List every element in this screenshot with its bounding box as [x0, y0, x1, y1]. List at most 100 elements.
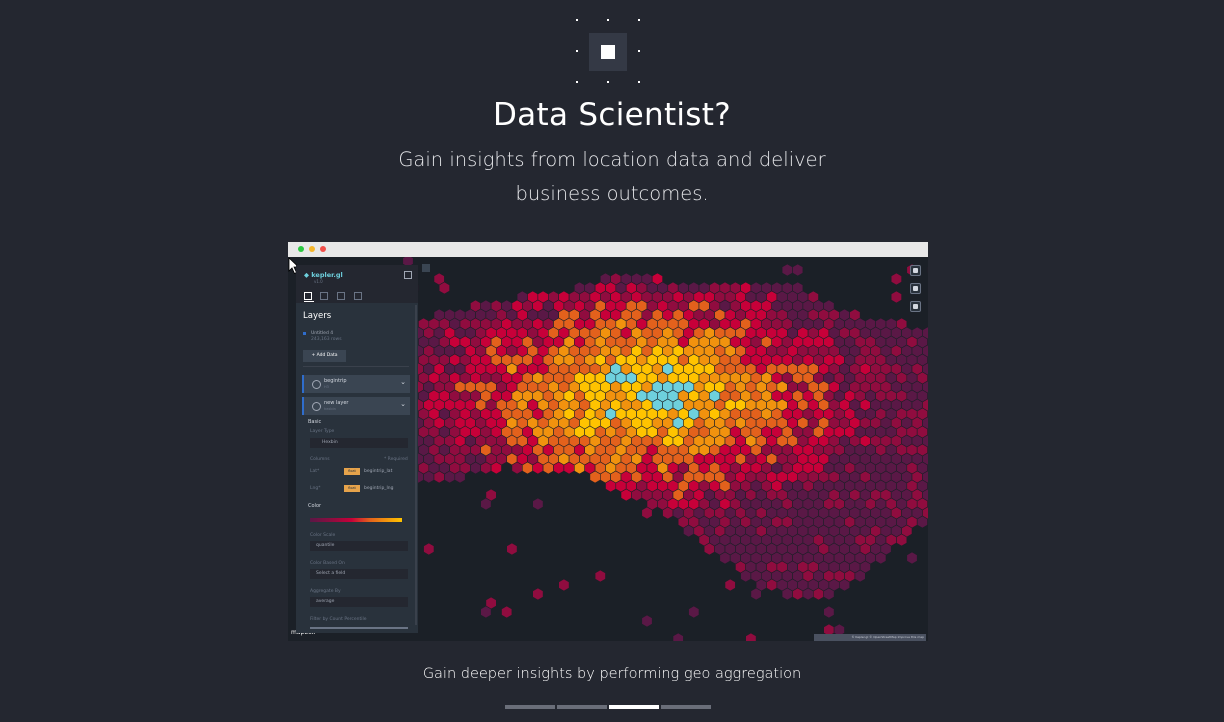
color-based-on-label: Color Based On	[310, 561, 345, 566]
hexbin-cell	[573, 461, 586, 475]
hexbin-cell	[558, 578, 570, 592]
hexbin-cell	[823, 605, 835, 619]
hexbin-cell	[605, 479, 617, 493]
split-map-button[interactable]	[910, 301, 921, 312]
basic-section-label[interactable]: Basic	[308, 419, 322, 425]
dataset-rows: 243,163 rows	[311, 337, 342, 342]
maximize-dot-icon	[320, 246, 326, 252]
hexbin-cell	[740, 569, 752, 583]
pager-dot-4[interactable]	[661, 705, 711, 709]
hexbin-cell	[641, 614, 653, 628]
hexbin-cell	[511, 461, 523, 475]
color-based-on-select[interactable]: Select a field	[310, 569, 408, 579]
hexbin-cell	[620, 488, 632, 502]
hexbin-cell	[402, 257, 414, 268]
hexbin-cell	[833, 623, 845, 637]
3d-view-button[interactable]	[910, 283, 921, 294]
hexbin-cell	[553, 461, 565, 475]
lat-label: Lat*	[310, 469, 320, 474]
hexbin-cell	[490, 461, 502, 475]
hexbin-cell	[672, 632, 684, 641]
layer-card[interactable]: new layer hexbin ⌄	[302, 397, 410, 415]
hexbin-cell	[631, 488, 643, 502]
hero-subtitle: Gain insights from location data and del…	[398, 148, 826, 205]
add-data-button[interactable]: + Add Data	[303, 350, 346, 362]
layer-name: new layer	[324, 400, 349, 406]
tab-interactions[interactable]	[337, 292, 345, 300]
tab-layers[interactable]	[304, 292, 312, 300]
hexbin-cell	[766, 578, 778, 592]
kepler-logo: ◆ kepler.gl	[304, 271, 343, 279]
panel-title: Layers	[303, 311, 332, 321]
hexbin-cell	[838, 578, 851, 592]
minimize-dot-icon	[309, 246, 315, 252]
hexbin-cell	[423, 542, 435, 556]
side-panel: ◆ kepler.gl v1.0 Layers Untitled 4 243,1…	[296, 265, 418, 633]
hexbin-cell	[438, 281, 450, 295]
hexbin-cell	[703, 542, 715, 556]
eye-icon[interactable]	[312, 402, 321, 411]
lat-field-value[interactable]: begintrip_lat	[364, 469, 393, 474]
panel-scrollbar[interactable]	[415, 305, 417, 625]
hexbin-cell	[683, 524, 695, 538]
share-icon[interactable]	[404, 271, 412, 279]
hexbin-cell	[688, 605, 700, 619]
chevron-down-icon[interactable]: ⌄	[400, 378, 406, 386]
square-dots-icon	[573, 17, 643, 87]
active-tab-indicator	[304, 301, 314, 302]
hexbin-cell	[594, 569, 606, 583]
collapse-panel-button[interactable]	[422, 264, 430, 272]
window-title-bar	[288, 242, 928, 257]
hexbin-cell	[480, 497, 492, 511]
hexbin-cell	[875, 551, 887, 565]
tab-filters[interactable]	[320, 292, 328, 300]
hexbin-cell	[890, 290, 902, 304]
hexbin-cell	[589, 470, 601, 484]
lng-field-value[interactable]: begintrip_lng	[364, 486, 394, 491]
hexbin-cell	[506, 542, 518, 556]
hexbin-cell	[522, 461, 533, 475]
panel-header: ◆ kepler.gl v1.0	[296, 265, 418, 303]
app-version: v1.0	[314, 279, 323, 284]
map-attribution[interactable]: © Kepler.gl © OpenStreetMap Improve this…	[814, 634, 926, 641]
hexbin-cell	[662, 506, 674, 520]
hexbin-cell	[792, 587, 804, 601]
color-section-label[interactable]: Color	[308, 503, 322, 509]
carousel-pagination	[505, 705, 715, 709]
color-scale-label: Color Scale	[310, 533, 336, 538]
layer-type-value: Hexbin	[322, 440, 338, 445]
layer-type-select[interactable]: Hexbin	[310, 438, 408, 448]
pager-dot-1[interactable]	[505, 705, 555, 709]
color-ramp[interactable]	[310, 518, 402, 522]
hexbin-cell	[433, 470, 445, 484]
aggregate-label: Aggregate By	[310, 589, 341, 594]
tab-base-map[interactable]	[354, 292, 362, 300]
slide-caption: Gain deeper insights by performing geo a…	[422, 666, 802, 682]
pager-dot-2[interactable]	[557, 705, 607, 709]
hexbin-cell	[454, 470, 466, 484]
layer-type: H3	[324, 385, 329, 389]
hexbin-cell	[890, 272, 902, 286]
layer-legend-button[interactable]	[910, 265, 921, 276]
divider	[303, 366, 409, 367]
hexbin-cell	[542, 461, 554, 475]
hexbin-cell	[854, 569, 866, 583]
hexbin-cell	[906, 551, 918, 565]
eye-icon[interactable]	[312, 380, 321, 389]
layer-type-label: Layer Type	[310, 429, 335, 434]
hexbin-cell	[501, 605, 513, 619]
hexbin-map[interactable]: mapbox © Kepler.gl © OpenStreetMap Impro…	[288, 257, 928, 641]
percentile-slider[interactable]	[310, 627, 408, 629]
columns-label: Columns	[310, 457, 330, 462]
aggregate-select[interactable]: average	[310, 597, 408, 607]
hexbin-cell	[916, 515, 928, 529]
hexbin-cell	[781, 263, 793, 277]
close-dot-icon	[298, 246, 304, 252]
hexbin-cell	[480, 461, 492, 475]
chevron-down-icon[interactable]: ⌄	[400, 400, 406, 408]
pager-dot-3[interactable]	[609, 705, 659, 709]
layer-card[interactable]: begintrip H3 ⌄	[302, 375, 410, 393]
lat-type-tag: float	[344, 468, 360, 475]
hexbin-cell	[802, 587, 814, 601]
color-scale-select[interactable]: quantile	[310, 541, 408, 551]
